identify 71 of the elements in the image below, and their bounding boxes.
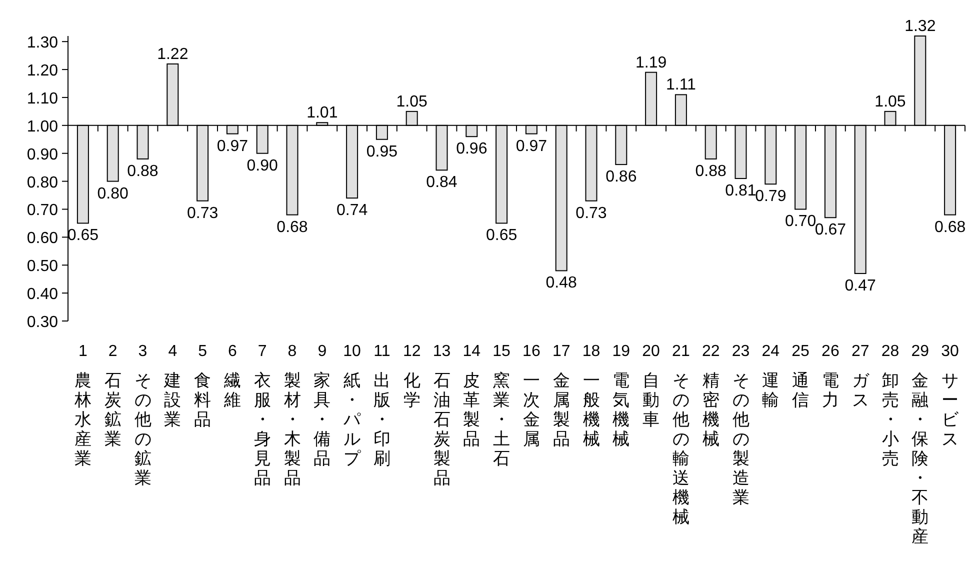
x-tick-label: 11 出版・印刷 <box>373 343 390 468</box>
x-tick-label: 6 繊維 <box>222 343 241 410</box>
data-label: 0.95 <box>366 143 398 160</box>
data-label: 1.05 <box>396 93 428 110</box>
x-tick-label: 14 皮革製品 <box>462 343 481 448</box>
y-tick-label: 0.60 <box>26 230 58 248</box>
x-tick-label: 30 サービス <box>941 343 960 448</box>
y-tick-label: 1.20 <box>26 62 58 80</box>
data-label: 0.73 <box>576 204 607 222</box>
y-tick-label: 0.90 <box>26 146 58 164</box>
category-label: 21 その他の輸送機械 <box>672 343 690 526</box>
data-label: 0.68 <box>934 218 966 236</box>
data-label: 0.70 <box>784 213 816 230</box>
data-label: 0.96 <box>456 140 488 158</box>
x-tick-label: 10 紙・パルプ <box>342 343 362 468</box>
data-label: 0.47 <box>844 278 876 294</box>
x-tick-label: 8 製材・木製品 <box>282 343 301 488</box>
x-tick-label: 4 建設業 <box>163 343 182 429</box>
x-tick-label: 7 衣服・身見品 <box>254 343 271 488</box>
y-tick-label: 0.30 <box>26 314 58 331</box>
category-label: 29 金融・保険・不動産 <box>911 343 930 546</box>
x-tick-label: 15 窯業・土石 <box>492 343 511 468</box>
data-label: 1.05 <box>874 93 906 110</box>
data-label: 0.80 <box>97 185 129 202</box>
data-label: 1.11 <box>666 76 696 94</box>
x-tick-label: 5 食料品 <box>194 343 212 429</box>
x-tick-label: 9 家具・備品 <box>314 343 331 468</box>
data-label: 0.88 <box>127 162 158 180</box>
x-tick-label: 24 運輸 <box>762 343 780 410</box>
data-label: 0.65 <box>486 227 518 244</box>
data-label: 1.01 <box>306 104 338 122</box>
data-label: 0.68 <box>276 218 308 236</box>
x-tick-label: 12 化学 <box>402 343 421 410</box>
data-label: 1.22 <box>157 46 188 63</box>
x-tick-label: 23 その他の製造業 <box>732 343 750 507</box>
data-label: 0.86 <box>606 168 637 186</box>
data-label: 1.32 <box>904 18 936 35</box>
data-label: 0.81 <box>725 182 756 200</box>
x-tick-label: 22 精密機械 <box>702 343 720 448</box>
y-tick-label: 1.00 <box>26 118 58 136</box>
data-label: 0.73 <box>186 204 218 222</box>
data-label: 1.19 <box>635 54 667 72</box>
data-label: 0.84 <box>426 174 458 192</box>
data-label: 0.97 <box>216 138 248 155</box>
x-tick-label: 1 農林水産業 <box>73 343 92 468</box>
x-tick-label: 20 自動車 <box>642 343 660 429</box>
data-label: 0.65 <box>67 227 99 244</box>
x-tick-label: 17 金属製品 <box>552 343 570 448</box>
y-tick-label: 0.80 <box>26 174 58 192</box>
data-label: 0.88 <box>695 162 727 180</box>
y-tick-label: 0.70 <box>26 202 58 220</box>
data-label: 0.79 <box>755 188 786 206</box>
x-tick-label: 26 電力 <box>822 343 840 410</box>
data-label: 0.67 <box>814 222 846 239</box>
x-tick-label: 16 一次金属 <box>522 343 540 448</box>
y-tick-label: 1.10 <box>26 90 58 108</box>
x-tick-label: 2 石炭鉱業 <box>104 343 122 448</box>
x-tick-label: 27 ガス <box>851 343 870 410</box>
data-label: 0.74 <box>336 202 368 220</box>
data-label: 0.48 <box>546 274 578 292</box>
data-label: 0.90 <box>246 157 278 174</box>
x-tick-label: 19 電気機械 <box>612 343 630 448</box>
x-tick-label: 3 その他の鉱業 <box>134 343 152 488</box>
x-tick-label: 28 卸売・小売 <box>881 343 900 468</box>
y-tick-label: 0.40 <box>26 286 58 304</box>
x-tick-label: 18 一般機械 <box>582 343 600 448</box>
y-tick-label: 1.30 <box>26 34 58 52</box>
y-tick-label: 0.50 <box>26 258 58 276</box>
data-label: 0.97 <box>516 138 548 155</box>
x-tick-label: 13 石油石炭製品 <box>432 343 451 488</box>
x-tick-label: 25 通信 <box>792 343 810 410</box>
